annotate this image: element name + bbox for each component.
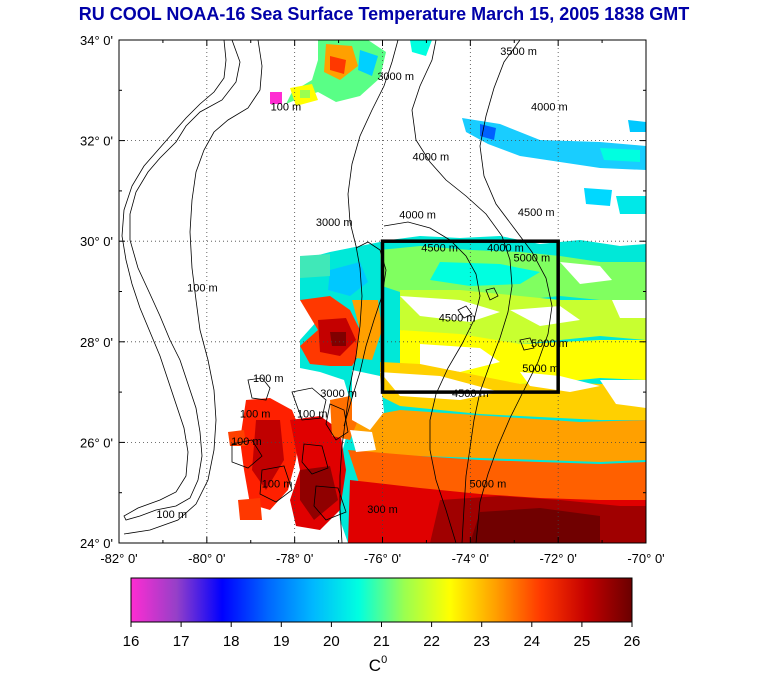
- colorbar-tick-label: 21: [373, 633, 390, 650]
- lat-tick-label: 34° 0': [80, 33, 113, 48]
- colorbar-tick-label: 17: [173, 633, 190, 650]
- latitude-tick-labels: 34° 0' 32° 0' 30° 0' 28° 0' 26° 0' 24° 0': [80, 33, 113, 551]
- depth-label: 100 m: [271, 101, 302, 113]
- depth-label: 100 m: [231, 436, 262, 448]
- lat-tick-label: 32° 0': [80, 134, 113, 149]
- longitude-tick-labels: -82° 0' -80° 0' -78° 0' -76° 0' -74° 0' -72° …: [100, 551, 664, 566]
- depth-label: 100 m: [253, 373, 284, 385]
- depth-label: 4500 m: [421, 242, 458, 254]
- lon-tick-label: -70° 0': [627, 551, 664, 566]
- colorbar-tick-label: 25: [574, 633, 591, 650]
- contour-4500m-inner: [383, 221, 481, 543]
- lat-tick-label: 28° 0': [80, 335, 113, 350]
- depth-label: 4000 m: [399, 210, 436, 222]
- depth-contour-labels: 3000 m 3500 m 4000 m 100 m 4000 m 4500 m 3000 …: [156, 46, 567, 521]
- lon-tick-label: -80° 0': [188, 551, 225, 566]
- depth-label: 4500 m: [439, 313, 476, 325]
- lat-tick-label: 26° 0': [80, 435, 113, 450]
- blake-plateau-contour: [343, 241, 387, 427]
- colorbar-tick-label: 19: [273, 633, 290, 650]
- depth-label: 5000 m: [513, 252, 550, 264]
- contour-3000m: [339, 40, 399, 543]
- depth-label: 100 m: [297, 408, 328, 420]
- depth-label: 5000 m: [531, 338, 568, 350]
- bahamas-shelf: [231, 377, 349, 521]
- contour-4000m: [411, 40, 513, 543]
- colorbar-tick-label: 20: [323, 633, 340, 650]
- colorbar-tick-label: 23: [473, 633, 490, 650]
- depth-label: 5000 m: [470, 479, 507, 491]
- depth-label: 4500 m: [452, 388, 489, 400]
- coastline: [121, 40, 241, 521]
- contour-5000m: [475, 40, 553, 543]
- colorbar-unit-label: C0: [369, 654, 387, 675]
- depth-label: 4000 m: [412, 152, 449, 164]
- depth-label: 4500 m: [518, 207, 555, 219]
- lon-tick-label: -82° 0': [100, 551, 137, 566]
- colorbar-gradient: [130, 577, 633, 623]
- depth-label: 3000 m: [316, 217, 353, 229]
- depth-label: 3000 m: [377, 71, 414, 83]
- lon-tick-label: -74° 0': [452, 551, 489, 566]
- depth-label: 100 m: [240, 408, 271, 420]
- map-title: RU COOL NOAA-16 Sea Surface Temperature …: [78, 4, 690, 24]
- lon-tick-label: -76° 0': [364, 551, 401, 566]
- depth-label: 5000 m: [522, 363, 559, 375]
- depth-label: 4000 m: [487, 242, 524, 254]
- colorbar-tick-label: 26: [624, 633, 641, 650]
- colorbar-tick-label: 24: [523, 633, 540, 650]
- depth-label: 4000 m: [531, 101, 568, 113]
- depth-label: 3500 m: [500, 46, 537, 58]
- depth-label: 3000 m: [320, 388, 357, 400]
- lon-tick-label: -72° 0': [540, 551, 577, 566]
- contour-100m: [123, 40, 263, 535]
- seamount-contour: [457, 287, 535, 351]
- colorbar-tick-labels: 16 17 18 19 20 21 22 23 24 25 26: [123, 622, 641, 650]
- lat-lon-grid: [118, 39, 647, 544]
- colorbar-tick-label: 16: [123, 633, 140, 650]
- colorbar-tick-label: 22: [423, 633, 440, 650]
- colorbar-tick-label: 18: [223, 633, 240, 650]
- sea-surface-temperature-field: [228, 40, 646, 543]
- depth-label: 100 m: [187, 283, 218, 295]
- depth-label: 100 m: [262, 479, 293, 491]
- depth-label: 100 m: [156, 509, 187, 521]
- lat-tick-label: 30° 0': [80, 234, 113, 249]
- lat-tick-label: 24° 0': [80, 536, 113, 551]
- colorbar: 16 17 18 19 20 21 22 23 24 25 26 C0: [123, 577, 641, 675]
- depth-label: 300 m: [367, 504, 398, 516]
- study-region-box: [380, 239, 560, 394]
- lon-tick-label: -78° 0': [276, 551, 313, 566]
